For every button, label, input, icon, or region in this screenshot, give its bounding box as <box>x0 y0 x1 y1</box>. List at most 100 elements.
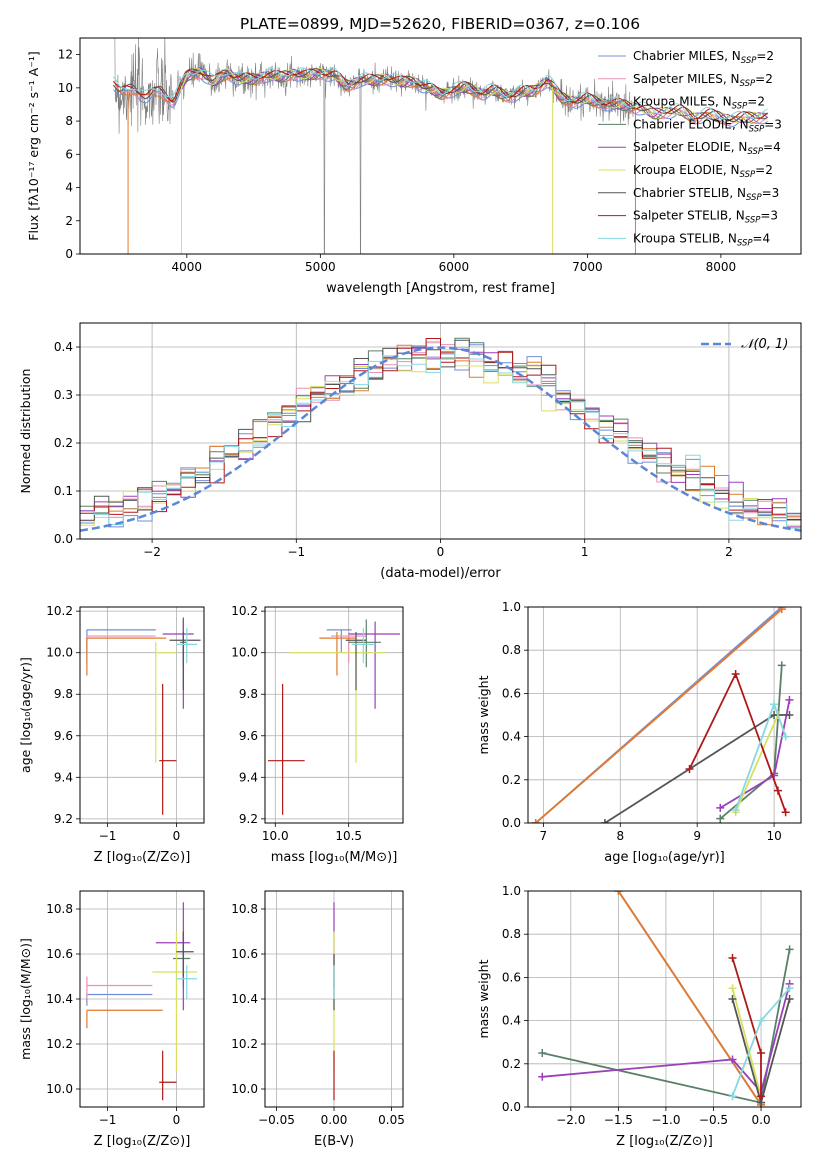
y-tick-label: 0.4 <box>54 340 73 354</box>
y-tick-label: 10.6 <box>46 947 73 961</box>
panel-mass-weight-vs-age: 7 8 9 10 0.0 0.2 0.4 0.6 0.8 1.0 age [log₁₀(age/yr… <box>476 600 802 865</box>
y-tick-label: 9.6 <box>239 729 258 743</box>
y-tick-label: 10.0 <box>231 646 258 660</box>
legend-label: Chabrier STELIB, NSSP=3 <box>633 186 779 203</box>
x-axis-label: age [log₁₀(age/yr)] <box>604 850 725 865</box>
y-tick-label: 1.0 <box>502 600 521 614</box>
y-tick-label: 10.2 <box>231 1037 258 1051</box>
y-tick-label: 9.2 <box>239 812 258 826</box>
legend: Chabrier MILES, NSSP=2 Salpeter MILES, NS… <box>598 49 782 248</box>
y-axis-label: Normed distribution <box>18 369 33 494</box>
weight-marker-chabrier_elodie <box>716 814 725 823</box>
model-spectrum-kroupa_miles <box>112 71 768 125</box>
weight-marker-salpeter_stelib <box>781 808 790 817</box>
plot-area <box>538 891 794 1107</box>
weight-line-kroupa_elodie <box>731 987 762 1097</box>
legend-label: Kroupa STELIB, NSSP=4 <box>633 231 770 248</box>
y-tick-label: 12 <box>58 48 73 62</box>
plot-area <box>80 337 801 532</box>
legend-label: Chabrier ELODIE, NSSP=3 <box>633 117 782 134</box>
panel-age-vs-mass: 10.0 10.5 9.2 9.4 9.6 9.8 10.0 10.2 mass [log₁₀(… <box>231 604 404 865</box>
y-tick-label: 6 <box>65 147 73 161</box>
y-tick-label: 10.8 <box>231 902 258 916</box>
x-axis-label: (data-model)/error <box>380 566 501 581</box>
legend-label: Kroupa MILES, NSSP=2 <box>633 95 765 112</box>
x-axis-label: E(B-V) <box>314 1134 354 1149</box>
weight-marker-kroupa_miles <box>614 891 623 895</box>
axes-frame <box>264 890 404 1108</box>
weight-marker-kroupa_stelib <box>728 1092 737 1101</box>
y-tick-label: 1.0 <box>502 884 521 898</box>
figure-title: PLATE=0899, MJD=52620, FIBERID=0367, z=0… <box>240 15 640 33</box>
weight-marker-chabrier_stelib <box>600 819 609 823</box>
panel-residual-histogram: −2 −1 0 1 2 0.0 0.1 0.2 0.3 0.4 (data-model)/error… <box>18 322 802 581</box>
x-tick-label: 0.05 <box>378 1113 405 1127</box>
x-tick-label: 8 <box>616 829 624 843</box>
y-tick-label: 0.0 <box>54 532 73 546</box>
weight-marker-chabrier_elodie <box>785 945 794 954</box>
y-tick-label: 4 <box>65 181 73 195</box>
y-tick-label: 9.8 <box>54 687 73 701</box>
weight-marker-salpeter_stelib <box>728 953 737 962</box>
weight-marker-salpeter_stelib <box>773 786 782 795</box>
y-tick-label: 9.6 <box>54 729 73 743</box>
weight-marker-kroupa_stelib <box>757 1016 766 1025</box>
weight-marker-kroupa_elodie <box>728 984 737 993</box>
x-tick-label: 9 <box>693 829 701 843</box>
weight-marker-kroupa_miles <box>531 819 540 823</box>
plot-area <box>531 607 794 823</box>
weight-line-salpeter_elodie <box>542 983 791 1094</box>
weight-marker-kroupa_stelib <box>781 732 790 741</box>
x-tick-label: 10 <box>766 829 781 843</box>
y-tick-label: 10.4 <box>46 992 73 1006</box>
x-tick-label: 7000 <box>572 260 603 274</box>
observed-spectrum <box>114 38 635 254</box>
weight-marker-chabrier_stelib <box>728 995 737 1003</box>
x-tick-label: −1 <box>99 829 117 843</box>
y-tick-label: 0.2 <box>54 436 73 450</box>
weight-marker-kroupa_stelib <box>785 984 794 993</box>
y-tick-label: 10.8 <box>46 902 73 916</box>
x-tick-label: −0.5 <box>699 1113 728 1127</box>
y-axis-label: age [log₁₀(age/yr)] <box>18 657 33 773</box>
weight-marker-kroupa_stelib <box>731 806 740 815</box>
y-tick-label: 8 <box>65 114 73 128</box>
weight-marker-chabrier_elodie <box>538 1049 547 1057</box>
weight-marker-salpeter_stelib <box>685 765 694 773</box>
x-tick-label: −2.0 <box>556 1113 585 1127</box>
legend-label: Salpeter MILES, NSSP=2 <box>633 72 773 89</box>
weight-marker-salpeter_stelib <box>757 1049 766 1057</box>
y-tick-label: 2 <box>65 214 73 228</box>
plot-area <box>86 617 201 815</box>
y-tick-label: 10.6 <box>231 947 258 961</box>
panel-mass-vs-extinction: −0.05 0.00 0.05 10.0 10.2 10.4 10.6 10.8 E(B-V) <box>231 890 405 1149</box>
legend-label: Kroupa ELODIE, NSSP=2 <box>633 163 773 180</box>
weight-marker-salpeter_stelib <box>731 669 740 678</box>
y-axis-label: mass [log₁₀(M/M⊙)] <box>18 938 33 1060</box>
y-tick-label: 10.2 <box>231 604 258 618</box>
y-tick-label: 10.0 <box>46 1082 73 1096</box>
model-spectrum-salpeter_stelib <box>113 68 768 121</box>
x-tick-label: −0.05 <box>258 1113 295 1127</box>
y-tick-label: 0.2 <box>502 1057 521 1071</box>
y-tick-label: 0.6 <box>502 970 521 984</box>
x-tick-label: 6000 <box>439 260 470 274</box>
x-axis-label: wavelength [Angstrom, rest frame] <box>326 281 555 296</box>
weight-marker-salpeter_stelib <box>757 1092 766 1101</box>
x-tick-label: 0 <box>173 829 181 843</box>
y-tick-label: 0 <box>65 247 73 261</box>
panel-spectrum: 4000 5000 6000 7000 8000 0 2 4 6 8 10 12 wavelength … <box>26 37 802 296</box>
weight-marker-chabrier_stelib <box>785 995 794 1003</box>
y-axis-label: mass weight <box>476 959 491 1038</box>
weight-line-salpeter_stelib <box>688 671 787 813</box>
x-tick-label: 0.00 <box>321 1113 348 1127</box>
panel-mass-vs-metallicity: −1 0 10.0 10.2 10.4 10.6 10.8 Z [log₁₀(Z/Z⊙)] ma… <box>18 890 205 1149</box>
axes-frame <box>527 606 802 824</box>
panel-mass-weight-vs-metallicity: −2.0 −1.5 −1.0 −0.5 0.0 0.0 0.2 0.4 0.6 0.8 1.0 Z [… <box>476 884 802 1149</box>
y-axis-label: mass weight <box>476 675 491 754</box>
weight-marker-chabrier_elodie <box>777 661 786 670</box>
y-axis-label: Flux [fλ10⁻¹⁷ erg cm⁻² s⁻¹ A⁻¹] <box>26 51 41 240</box>
y-tick-label: 0.6 <box>502 686 521 700</box>
weight-line-kroupa_miles <box>535 608 783 823</box>
